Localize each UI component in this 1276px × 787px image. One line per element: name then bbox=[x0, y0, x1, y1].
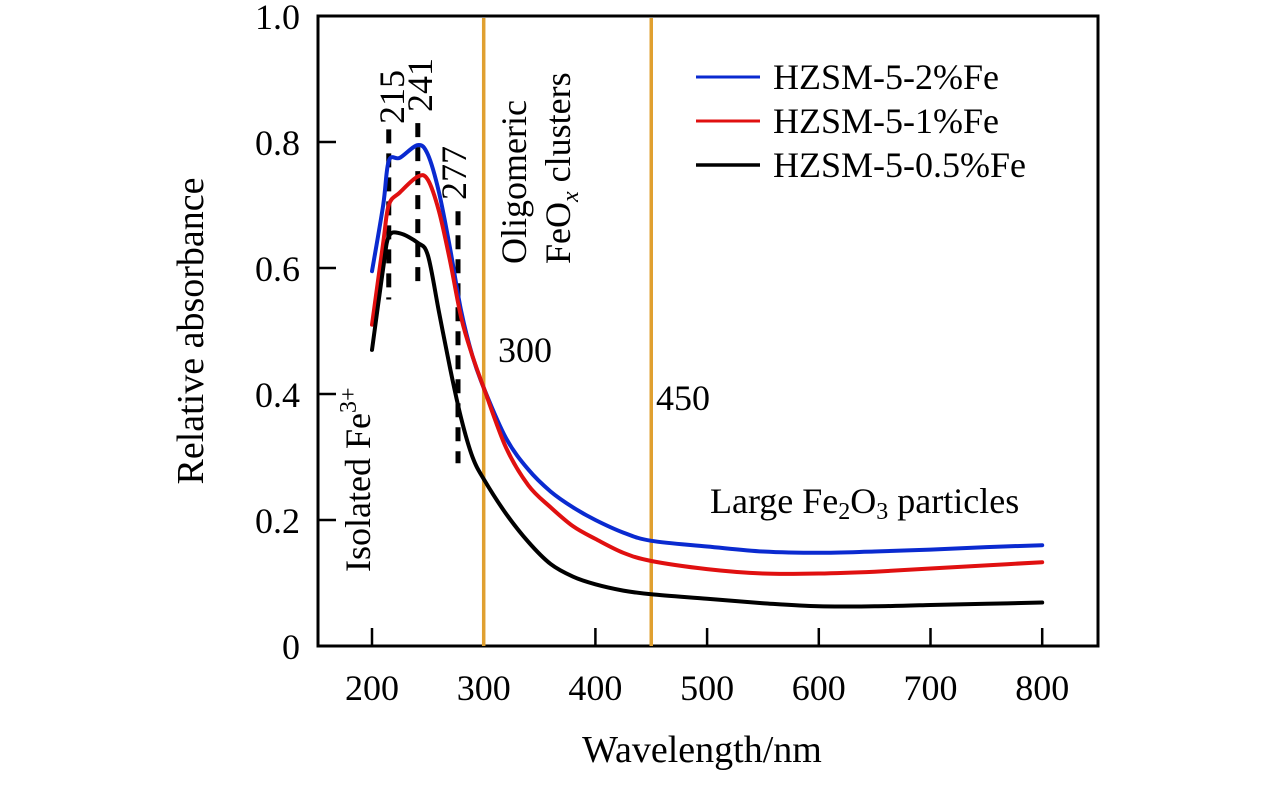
vline-label-450: 450 bbox=[656, 378, 710, 418]
y-tick-label-0.6: 0.6 bbox=[255, 249, 300, 289]
x-tick-label-200: 200 bbox=[345, 668, 399, 708]
legend: HZSM-5-2%Fe HZSM-5-1%Fe HZSM-5-0.5%Fe bbox=[696, 57, 1026, 185]
y-tick-label-0: 0 bbox=[282, 627, 300, 667]
x-tick-label-800: 800 bbox=[1015, 668, 1069, 708]
x-tick-label-500: 500 bbox=[680, 668, 734, 708]
legend-label-0-5pct: HZSM-5-0.5%Fe bbox=[773, 145, 1026, 185]
series-line-2 bbox=[370, 230, 1045, 609]
series-line-1 bbox=[370, 173, 1045, 576]
legend-label-2pct: HZSM-5-2%Fe bbox=[773, 57, 999, 97]
legend-label-1pct: HZSM-5-1%Fe bbox=[773, 101, 999, 141]
vline-label-300: 300 bbox=[498, 330, 552, 370]
y-tick-label-1: 1.0 bbox=[255, 0, 300, 37]
x-axis-title: Wavelength/nm bbox=[582, 729, 822, 771]
x-tick-label-700: 700 bbox=[904, 668, 958, 708]
peak-label-215: 215 bbox=[372, 70, 412, 124]
y-axis-ticks: 0 0.2 0.4 0.6 0.8 1.0 bbox=[255, 0, 336, 667]
x-tick-label-400: 400 bbox=[568, 668, 622, 708]
x-axis-ticks: 200 300 400 500 600 700 800 bbox=[345, 628, 1069, 708]
x-tick-label-300: 300 bbox=[457, 668, 511, 708]
y-axis-title: Relative absorbance bbox=[170, 177, 212, 484]
annotation-isolated-fe: Isolated Fe3+ bbox=[336, 387, 378, 572]
annotation-oligomeric-line2: FeOx clusters bbox=[538, 72, 584, 264]
annotation-oligomeric-line1: Oligomeric bbox=[494, 100, 534, 264]
y-tick-label-0.8: 0.8 bbox=[255, 123, 300, 163]
y-tick-label-0.2: 0.2 bbox=[255, 501, 300, 541]
peak-label-241: 241 bbox=[400, 58, 440, 112]
annotation-large-fe2o3: Large Fe2O3 particles bbox=[710, 481, 1019, 525]
x-tick-label-600: 600 bbox=[792, 668, 846, 708]
peak-label-277: 277 bbox=[434, 146, 474, 200]
series-lines bbox=[370, 143, 1045, 609]
y-tick-label-0.4: 0.4 bbox=[255, 375, 300, 415]
series-line-0 bbox=[370, 143, 1045, 555]
